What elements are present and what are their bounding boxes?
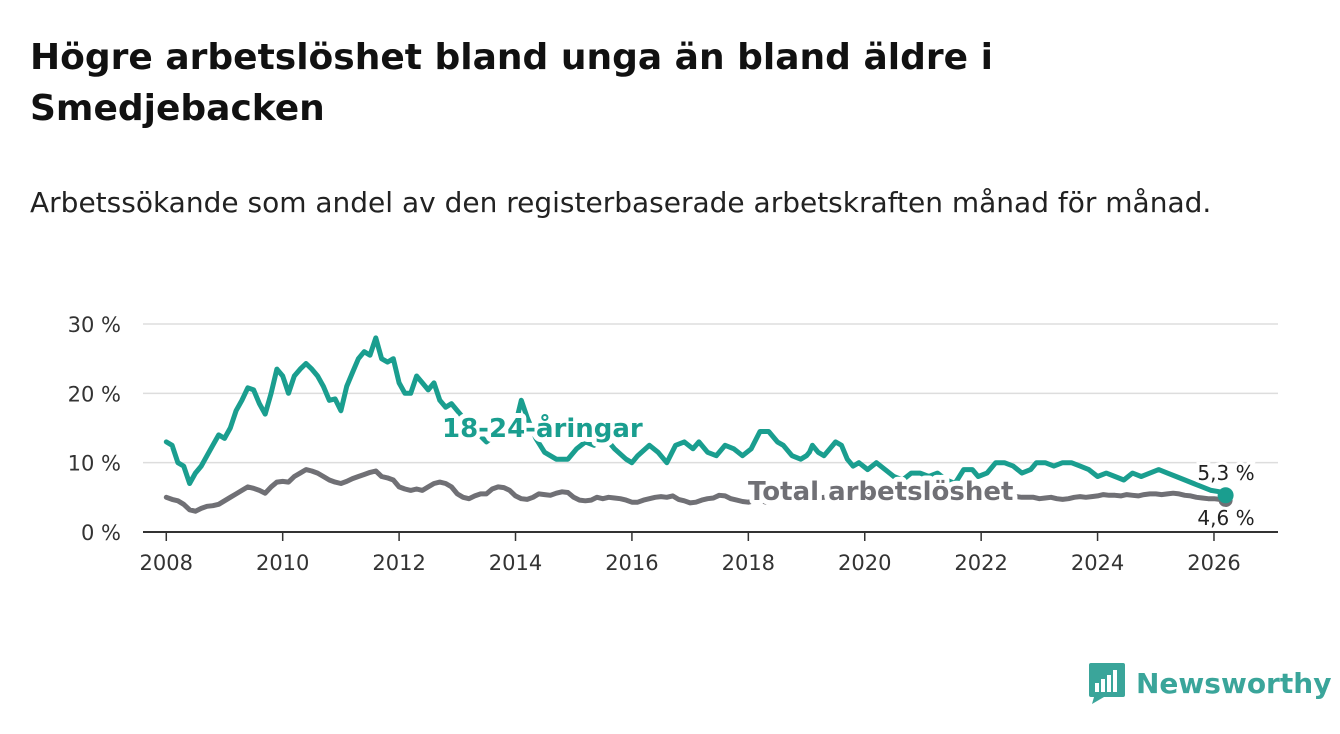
series-lines (163, 335, 1234, 514)
youth-end-label: 5,3 % (1197, 461, 1254, 485)
youth-series-label: 18-24-åringar (442, 412, 643, 444)
y-axis-ticks: 0 % 10 % 20 % 30 % (68, 313, 121, 545)
newsworthy-logo-icon (1089, 663, 1125, 704)
x-tick-label: 2020 (838, 551, 891, 575)
chart-title: Högre arbetslöshet bland unga än bland ä… (30, 37, 993, 129)
total-series-label: Total arbetslöshet (748, 477, 1013, 507)
series-labels: 18-24-åringar Total arbetslöshet 5,3 % 4,6 … (437, 407, 1258, 533)
total-line (163, 467, 1229, 514)
x-tick-label: 2008 (140, 551, 193, 575)
x-tick-label: 2016 (605, 551, 658, 575)
gridlines (143, 323, 1278, 533)
x-axis-ticks: 2008 2010 2012 2014 2016 2018 2020 2022 2024 2026 (140, 532, 1241, 575)
x-tick-label: 2022 (954, 551, 1007, 575)
x-tick-label: 2026 (1187, 551, 1240, 575)
y-tick-label: 30 % (68, 313, 121, 337)
y-tick-label: 10 % (68, 452, 121, 476)
y-tick-label: 20 % (68, 382, 121, 406)
brand-logo: Newsworthy (1088, 660, 1331, 706)
total-end-label: 4,6 % (1197, 506, 1254, 530)
x-tick-label: 2024 (1071, 551, 1124, 575)
chart-subtitle: Arbetssökande som andel av den registerb… (30, 186, 1212, 219)
youth-line (163, 335, 1229, 498)
y-tick-label: 0 % (81, 521, 121, 545)
x-tick-label: 2014 (489, 551, 542, 575)
x-tick-label: 2010 (256, 551, 309, 575)
x-tick-label: 2012 (372, 551, 425, 575)
line-chart: 0 % 10 % 20 % 30 % 2008 2010 2012 2014 2016 2018… (68, 313, 1278, 575)
youth-end-marker (1217, 487, 1234, 504)
brand-name: Newsworthy (1136, 666, 1332, 700)
x-tick-label: 2018 (722, 551, 775, 575)
